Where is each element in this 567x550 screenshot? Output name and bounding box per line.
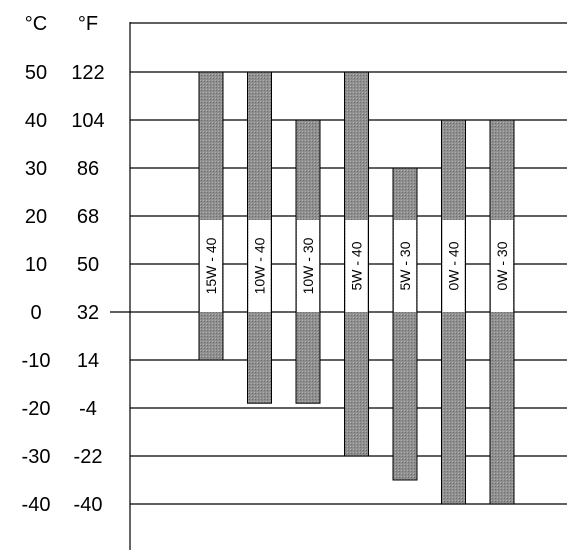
bar-label: 5W - 40 xyxy=(349,241,365,290)
bar-label-background xyxy=(200,220,222,312)
y-tick-label-celsius: -20 xyxy=(22,398,51,420)
y-tick-label-fahrenheit: 50 xyxy=(77,254,99,276)
bar-label: 0W - 30 xyxy=(494,241,510,290)
bar-label: 5W - 30 xyxy=(397,241,413,290)
bar-label: 15W - 40 xyxy=(203,237,219,294)
y-tick-label-fahrenheit: 32 xyxy=(77,302,99,324)
y-tick-label-fahrenheit: 122 xyxy=(71,62,104,84)
bar-label: 10W - 40 xyxy=(252,237,268,294)
y-tick-label-fahrenheit: -4 xyxy=(79,398,97,420)
y-tick-label-celsius: -10 xyxy=(22,350,51,372)
bar-label-background xyxy=(394,220,416,312)
bar-label: 10W - 30 xyxy=(300,237,316,294)
y-tick-label-celsius: 50 xyxy=(25,62,47,84)
y-tick-label-celsius: -30 xyxy=(22,446,51,468)
y-tick-label-celsius: 30 xyxy=(25,158,47,180)
bar-5w-30 xyxy=(392,167,418,481)
celsius-unit-header: °C xyxy=(25,13,47,35)
y-tick-label-fahrenheit: 14 xyxy=(77,350,99,372)
y-tick-label-fahrenheit: 68 xyxy=(77,206,99,228)
bars: 15W - 40 10W - 40 10W - 30 5W - 40 5W - 30 0W… xyxy=(198,71,515,505)
bar-label-background xyxy=(345,220,368,312)
y-tick-label-celsius: 20 xyxy=(25,206,47,228)
bar-label-background xyxy=(491,220,513,312)
y-tick-label-fahrenheit: -40 xyxy=(74,494,103,516)
y-tick-label-celsius: -40 xyxy=(22,494,51,516)
bar-label-background xyxy=(297,220,319,312)
y-tick-label-celsius: 0 xyxy=(30,302,41,324)
y-tick-label-celsius: 40 xyxy=(25,110,47,132)
y-tick-label-fahrenheit: -22 xyxy=(74,446,103,468)
fahrenheit-unit-header: °F xyxy=(78,13,98,35)
bar-label-background xyxy=(442,220,465,312)
bar-label: 0W - 40 xyxy=(446,241,462,290)
bar-label-background xyxy=(248,220,271,312)
y-tick-label-fahrenheit: 86 xyxy=(77,158,99,180)
y-tick-label-celsius: 10 xyxy=(25,254,47,276)
bar-15w-40 xyxy=(198,71,224,361)
y-tick-labels: 50 122 40 104 30 86 20 68 10 50 0 32 -10 14 -20 -4 -30 -2… xyxy=(22,62,105,516)
y-tick-label-fahrenheit: 104 xyxy=(71,110,104,132)
